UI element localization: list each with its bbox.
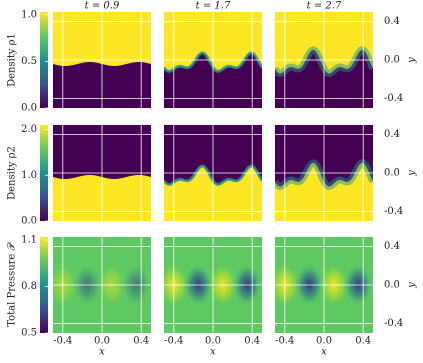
colorbar-tick-label: 0.8 [21, 281, 37, 292]
panel [53, 125, 151, 221]
x-tick-label: -0.4 [53, 336, 72, 347]
colorbar [40, 125, 48, 221]
colorbar-tick-label: 1.1 [21, 235, 37, 246]
y-axis-label: y [407, 282, 418, 289]
y-axis-label: y [407, 57, 418, 64]
panel [275, 237, 373, 333]
colorbar-tick-label: 0.0 [21, 103, 37, 114]
colorbar-tick-label: 1.0 [21, 9, 37, 20]
x-tick-label: 0.4 [355, 336, 371, 347]
x-axis-label: x [210, 347, 216, 358]
colorbar-tick-label: 0.5 [21, 328, 37, 339]
panel [53, 12, 151, 108]
y-tick-label: 0.0 [384, 280, 400, 291]
y-tick-label: 0.4 [384, 129, 400, 140]
colorbar-tick-label: 0.0 [21, 216, 37, 227]
panel [275, 125, 373, 221]
x-axis-label: x [99, 347, 105, 358]
colorbar-tick-label: 1.0 [21, 170, 37, 181]
column-title: t = 1.7 [196, 1, 231, 12]
y-tick-label: -0.4 [384, 93, 403, 104]
column-title: t = 2.7 [307, 1, 342, 12]
x-tick-label: 0.0 [316, 336, 332, 347]
y-tick-label: 0.0 [384, 55, 400, 66]
row-label: Density ρ1 [7, 33, 18, 87]
y-tick-label: 0.0 [384, 168, 400, 179]
x-tick-label: 0.4 [133, 336, 149, 347]
row-label: Total Pressure 𝒫 [7, 241, 18, 326]
panel [275, 12, 373, 108]
y-tick-label: -0.4 [384, 206, 403, 217]
y-tick-label: -0.4 [384, 318, 403, 329]
column-title: t = 0.9 [85, 1, 120, 12]
x-tick-label: 0.4 [244, 336, 260, 347]
panel [53, 237, 151, 333]
row-label: Density ρ2 [7, 146, 18, 200]
colorbar-tick-label: 0.5 [21, 56, 37, 67]
x-tick-label: -0.4 [275, 336, 294, 347]
colorbar [40, 12, 48, 108]
colorbar [40, 237, 48, 333]
y-axis-label: y [407, 170, 418, 177]
panel [164, 125, 262, 221]
colorbar-tick-label: 2.0 [21, 124, 37, 135]
x-axis-label: x [321, 347, 327, 358]
x-tick-label: 0.0 [205, 336, 221, 347]
panel [164, 12, 262, 108]
panel [164, 237, 262, 333]
y-tick-label: 0.4 [384, 241, 400, 252]
y-tick-label: 0.4 [384, 16, 400, 27]
x-tick-label: 0.0 [94, 336, 110, 347]
x-tick-label: -0.4 [164, 336, 183, 347]
